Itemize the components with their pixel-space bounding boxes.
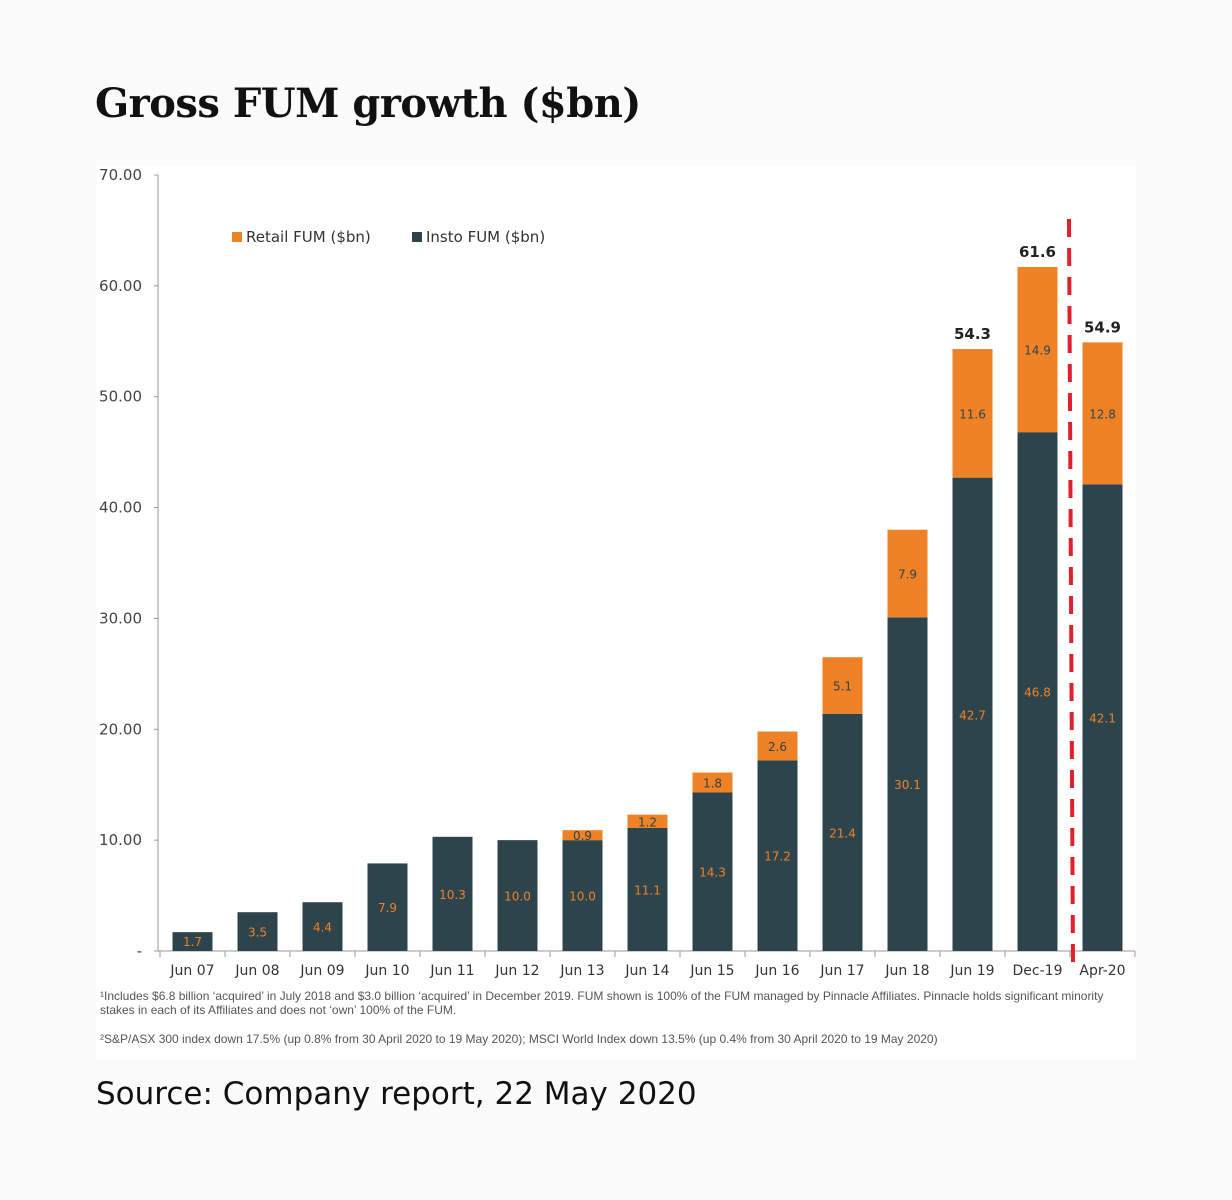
insto-value-label: 14.3 <box>699 866 726 880</box>
x-tick-label: Jun 15 <box>689 963 734 979</box>
retail-value-label: 5.1 <box>833 679 852 693</box>
insto-bar <box>1082 484 1123 951</box>
insto-value-label: 46.8 <box>1024 686 1051 700</box>
insto-bar <box>367 863 408 951</box>
y-tick-label: 20.00 <box>99 720 142 738</box>
insto-bar <box>302 902 343 951</box>
insto-value-label: 42.7 <box>959 708 986 722</box>
insto-value-label: 4.4 <box>313 921 332 935</box>
insto-bar <box>432 836 473 951</box>
x-tick-label: Jun 07 <box>169 963 214 979</box>
insto-bar <box>172 932 213 951</box>
retail-bar <box>757 731 798 761</box>
y-tick-label: - <box>137 942 142 960</box>
y-tick-label: 30.00 <box>99 609 142 627</box>
legend-label: Retail FUM ($bn) <box>246 228 371 246</box>
x-tick-label: Jun 18 <box>884 963 929 979</box>
insto-bar <box>237 912 278 951</box>
x-tick-label: Jun 10 <box>364 963 409 979</box>
retail-value-label: 7.9 <box>898 568 917 582</box>
x-tick-label: Jun 13 <box>559 963 604 979</box>
insto-bar <box>1017 432 1058 951</box>
retail-bar <box>627 814 668 828</box>
total-value-label: 61.6 <box>1019 243 1056 261</box>
legend-item: Retail FUM ($bn) <box>232 228 371 246</box>
retail-bar <box>952 349 993 478</box>
insto-value-label: 10.3 <box>439 888 466 902</box>
chart-panel: - 10.00 20.00 30.00 40.00 50.00 60.00 70.00 1.7 J… <box>96 165 1136 1060</box>
x-tick-label: Jun 08 <box>234 963 279 979</box>
insto-value-label: 7.9 <box>378 901 397 915</box>
retail-bar <box>887 529 928 618</box>
legend-item: Insto FUM ($bn) <box>412 228 545 246</box>
insto-bar <box>757 760 798 951</box>
insto-value-label: 42.1 <box>1089 712 1116 726</box>
retail-value-label: 1.8 <box>703 776 722 790</box>
x-tick-label: Jun 11 <box>429 963 474 979</box>
retail-bar <box>1017 267 1058 433</box>
insto-bar <box>497 840 538 951</box>
insto-value-label: 3.5 <box>248 926 267 940</box>
y-tick-label: 40.00 <box>99 499 142 517</box>
insto-bar <box>627 827 668 951</box>
insto-value-label: 21.4 <box>829 826 856 840</box>
period-divider-line <box>1067 218 1075 966</box>
insto-value-label: 30.1 <box>894 778 921 792</box>
x-tick-label: Jun 14 <box>624 963 669 979</box>
insto-value-label: 10.0 <box>569 890 596 904</box>
retail-value-label: 1.2 <box>638 815 657 829</box>
retail-bar <box>1082 342 1123 485</box>
x-tick-label: Dec-19 <box>1013 963 1063 979</box>
gross-fum-stacked-bar-chart: - 10.00 20.00 30.00 40.00 50.00 60.00 70.00 1.7 J… <box>99 166 1136 979</box>
insto-bar <box>692 792 733 951</box>
x-tick-label: Jun 17 <box>819 963 864 979</box>
retail-value-label: 14.9 <box>1024 344 1051 358</box>
y-tick-label: 70.00 <box>99 166 142 184</box>
insto-value-label: 10.0 <box>504 890 531 904</box>
x-tick-label: Apr-20 <box>1079 963 1125 979</box>
legend-swatch <box>232 232 242 242</box>
insto-value-label: 17.2 <box>764 850 791 864</box>
insto-bar <box>562 840 603 951</box>
x-tick-label: Jun 12 <box>494 963 539 979</box>
source-note: Source: Company report, 22 May 2020 <box>96 1076 697 1112</box>
insto-bar <box>887 617 928 951</box>
x-tick-label: Jun 19 <box>949 963 994 979</box>
insto-bar <box>952 477 993 951</box>
legend-swatch <box>412 232 422 242</box>
chart-title: Gross FUM growth ($bn) <box>95 80 641 127</box>
retail-bar <box>692 772 733 793</box>
x-tick-label: Jun 16 <box>754 963 799 979</box>
retail-bar <box>562 830 603 841</box>
footnote-acquisitions: ¹Includes $6.8 billion ‘acquired’ in Jul… <box>100 989 1104 1017</box>
retail-value-label: 2.6 <box>768 740 787 754</box>
insto-bar <box>822 713 863 951</box>
retail-value-label: 11.6 <box>959 407 986 421</box>
retail-bar <box>822 657 863 714</box>
retail-value-label: 12.8 <box>1089 407 1116 421</box>
total-value-label: 54.3 <box>954 325 991 343</box>
retail-value-label: 0.9 <box>573 829 592 843</box>
y-tick-label: 10.00 <box>99 831 142 849</box>
legend: Retail FUM ($bn) Insto FUM ($bn) <box>232 228 545 246</box>
insto-value-label: 11.1 <box>634 883 661 897</box>
y-tick-label: 60.00 <box>99 277 142 295</box>
x-tick-label: Jun 09 <box>299 963 344 979</box>
footnote-index-performance: ²S&P/ASX 300 index down 17.5% (up 0.8% f… <box>100 1032 938 1046</box>
total-value-label: 54.9 <box>1084 318 1121 336</box>
y-tick-label: 50.00 <box>99 388 142 406</box>
insto-value-label: 1.7 <box>183 935 202 949</box>
legend-label: Insto FUM ($bn) <box>426 228 545 246</box>
